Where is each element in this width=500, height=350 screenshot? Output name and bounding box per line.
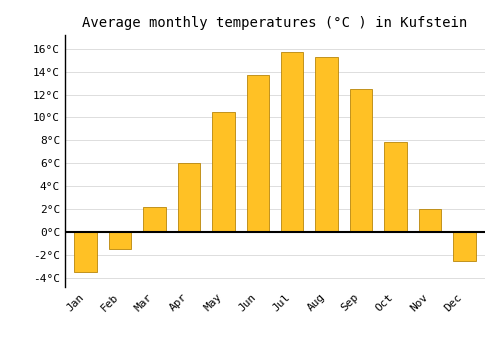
Bar: [453, 232, 475, 261]
Bar: [178, 163, 200, 232]
Bar: [144, 207, 166, 232]
Title: Average monthly temperatures (°C ) in Kufstein: Average monthly temperatures (°C ) in Ku…: [82, 16, 468, 30]
Bar: [281, 52, 303, 232]
Bar: [384, 141, 406, 232]
Bar: [418, 209, 441, 232]
Bar: [350, 89, 372, 232]
Bar: [212, 112, 234, 232]
Bar: [74, 232, 97, 272]
Bar: [246, 75, 269, 232]
Bar: [316, 57, 338, 232]
Bar: [109, 232, 132, 249]
